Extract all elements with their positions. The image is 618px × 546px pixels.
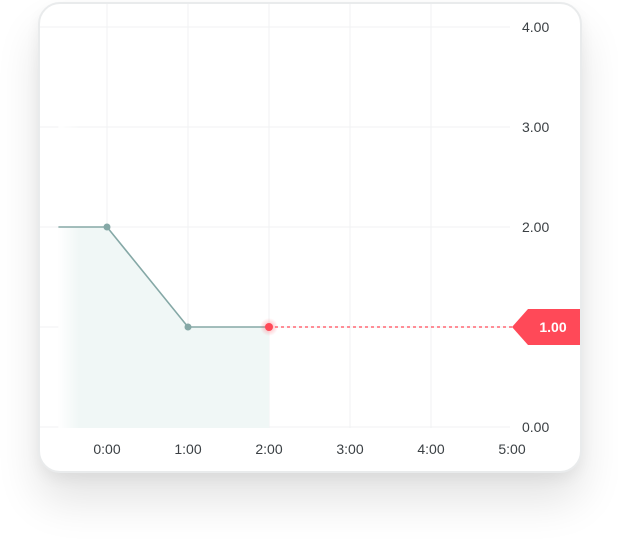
current-value-label: 1.00 [539,319,566,335]
y-tick-label: 0.00 [522,419,549,435]
x-axis-labels: 0:00 1:00 2:00 3:00 4:00 5:00 [93,441,525,457]
x-tick-label: 3:00 [336,441,363,457]
current-value-tag-shape [512,309,580,345]
x-tick-label: 5:00 [498,441,525,457]
x-tick-label: 1:00 [174,441,201,457]
y-tick-label: 3.00 [522,119,549,135]
y-axis-labels: 0.00 2.00 3.00 4.00 [522,19,549,435]
y-tick-label: 2.00 [522,219,549,235]
x-tick-label: 0:00 [93,441,120,457]
series-line [58,226,269,328]
current-value-tag: 1.00 [512,309,580,345]
data-point [103,223,111,231]
chart-card: 0.00 2.00 3.00 4.00 0:00 1:00 2:00 3:00 4:00 5:0… [38,2,582,473]
data-point [184,323,192,331]
area-fade [58,28,270,428]
data-points [103,223,192,331]
x-tick-label: 4:00 [417,441,444,457]
x-tick-label: 2:00 [255,441,282,457]
y-tick-label: 4.00 [522,19,549,35]
current-point[interactable] [265,323,273,331]
line-chart: 0.00 2.00 3.00 4.00 0:00 1:00 2:00 3:00 4:00 5:0… [40,4,580,457]
